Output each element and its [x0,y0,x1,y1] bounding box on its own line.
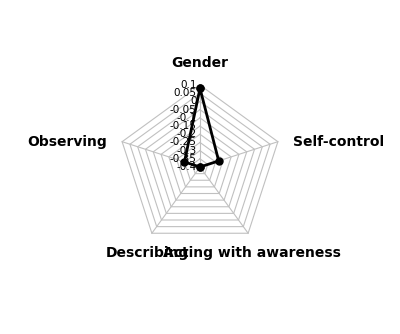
Text: Observing: Observing [28,135,107,149]
Text: 0.1: 0.1 [180,80,197,90]
Text: -0.1: -0.1 [176,113,197,123]
Text: -0.25: -0.25 [170,137,197,147]
Text: 0.05: 0.05 [174,88,197,98]
Text: -0.35: -0.35 [170,154,197,164]
Text: Describing: Describing [106,245,190,260]
Text: -0.4: -0.4 [176,162,197,172]
Text: Acting with awareness: Acting with awareness [163,245,341,260]
Text: -0.15: -0.15 [170,121,197,131]
Text: -0.2: -0.2 [176,129,197,139]
Text: -0.05: -0.05 [170,105,197,115]
Text: 0: 0 [190,97,197,107]
Text: -0.3: -0.3 [176,146,197,156]
Text: Self-control: Self-control [293,135,384,149]
Text: Gender: Gender [172,56,228,70]
